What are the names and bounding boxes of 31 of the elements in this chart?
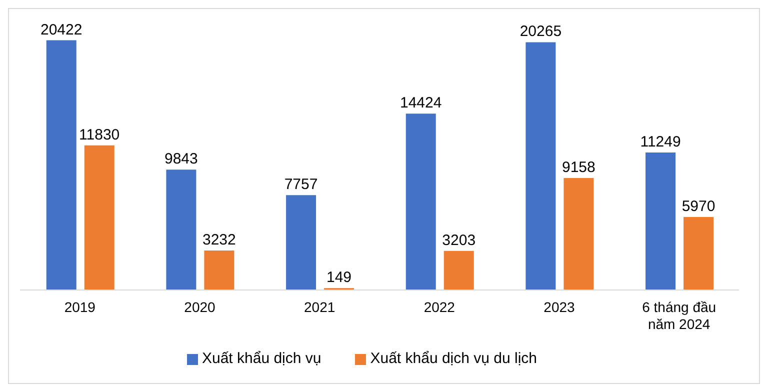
data-label: 3232 bbox=[202, 231, 236, 248]
data-label: 3203 bbox=[442, 232, 476, 249]
x-tick-label: 2023 bbox=[544, 299, 576, 315]
data-label: 14424 bbox=[400, 94, 442, 112]
x-tick-label: 2020 bbox=[184, 299, 216, 315]
bar bbox=[684, 217, 714, 290]
x-tick-label: 6 tháng đầu năm 2024 bbox=[642, 299, 716, 332]
x-tick-label: 2022 bbox=[424, 299, 456, 315]
bar bbox=[526, 42, 556, 290]
data-label: 7757 bbox=[284, 176, 318, 194]
bar bbox=[46, 40, 76, 290]
bar bbox=[286, 195, 316, 290]
x-tick-label: 2019 bbox=[64, 299, 96, 315]
data-label: 11830 bbox=[79, 126, 120, 144]
bar bbox=[84, 145, 114, 290]
bar bbox=[444, 250, 474, 290]
data-label: 9158 bbox=[562, 159, 596, 176]
data-label: 9843 bbox=[164, 150, 198, 168]
data-label: 11249 bbox=[640, 133, 681, 150]
legend-label: Xuất khẩu dịch vụ bbox=[202, 350, 322, 367]
data-label: 149 bbox=[326, 269, 352, 286]
x-tick-label: 2021 bbox=[304, 299, 336, 315]
bar bbox=[406, 114, 436, 290]
data-label: 5970 bbox=[682, 198, 716, 216]
bar bbox=[204, 250, 234, 290]
bar bbox=[564, 178, 594, 290]
data-label: 20265 bbox=[520, 23, 562, 40]
legend-label: Xuất khẩu dịch vụ du lịch bbox=[370, 350, 538, 367]
bar bbox=[166, 170, 196, 290]
data-label: 20422 bbox=[40, 21, 82, 38]
bar bbox=[646, 152, 676, 290]
